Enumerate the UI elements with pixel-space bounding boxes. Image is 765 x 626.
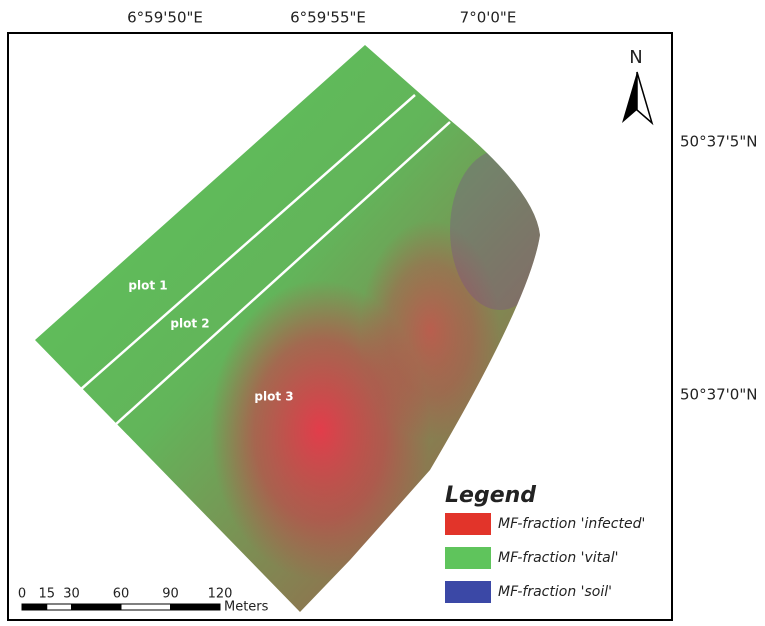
- plot-label: plot 1: [128, 279, 167, 293]
- scale-unit: Meters: [224, 600, 269, 615]
- legend-swatch: [445, 547, 491, 569]
- plot-label: plot 2: [170, 317, 209, 331]
- longitude-label: 7°0'0"E: [460, 9, 517, 27]
- scale-label: 0: [18, 587, 26, 602]
- map-figure: N 6°59'50"E 6°59'55"E 7°0'0"E 50°37'5"N 50°3…: [0, 0, 765, 626]
- legend-swatch: [445, 513, 491, 535]
- plot-label: plot 3: [254, 390, 293, 404]
- longitude-label: 6°59'55"E: [290, 9, 366, 27]
- longitude-label: 6°59'50"E: [127, 9, 203, 27]
- latitude-label: 50°37'0"N: [680, 386, 757, 404]
- legend-label: MF-fraction 'vital': [498, 550, 618, 566]
- scale-segment: [72, 604, 122, 610]
- scale-label: 60: [113, 587, 130, 602]
- legend-label: MF-fraction 'infected': [498, 516, 645, 532]
- scale-segment: [121, 604, 171, 610]
- scale-segment: [171, 604, 221, 610]
- scale-label: 15: [38, 587, 55, 602]
- scale-segment: [22, 604, 47, 610]
- legend-title: Legend: [445, 483, 536, 508]
- legend-label: MF-fraction 'soil': [498, 584, 612, 600]
- latitude-label: 50°37'5"N: [680, 133, 757, 151]
- scale-label: 90: [162, 587, 179, 602]
- scale-segment: [47, 604, 72, 610]
- legend-swatch: [445, 581, 491, 603]
- scale-label: 30: [63, 587, 80, 602]
- north-label: N: [629, 47, 642, 68]
